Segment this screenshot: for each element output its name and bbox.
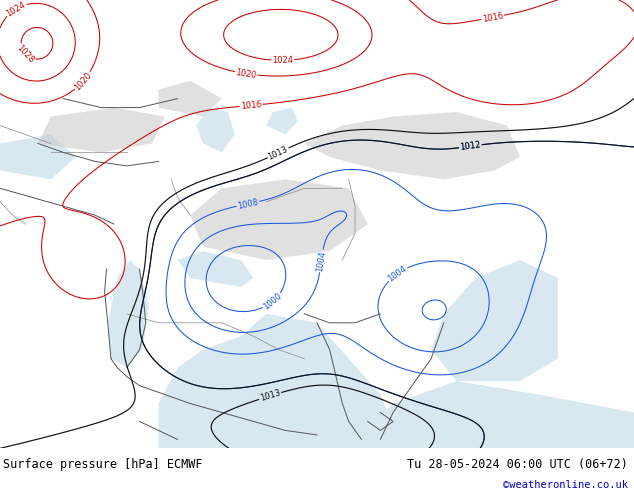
Text: Surface pressure [hPa] ECMWF: Surface pressure [hPa] ECMWF — [3, 458, 203, 471]
Text: 1008: 1008 — [236, 197, 259, 211]
Text: 1012: 1012 — [460, 141, 481, 152]
Text: 1013: 1013 — [259, 389, 281, 403]
Text: 1000: 1000 — [261, 291, 283, 312]
Text: 1012: 1012 — [460, 141, 481, 152]
Text: 1004: 1004 — [386, 264, 408, 284]
Text: 1016: 1016 — [481, 11, 504, 24]
Text: 1024: 1024 — [272, 56, 294, 65]
Text: ©weatheronline.co.uk: ©weatheronline.co.uk — [503, 480, 628, 490]
Text: 1020: 1020 — [73, 70, 93, 92]
Text: 1024: 1024 — [4, 0, 27, 18]
Text: 1016: 1016 — [240, 100, 262, 111]
Text: 1004: 1004 — [315, 250, 327, 272]
Text: 1020: 1020 — [235, 68, 257, 80]
Text: 1013: 1013 — [266, 145, 290, 161]
Text: Tu 28-05-2024 06:00 UTC (06+72): Tu 28-05-2024 06:00 UTC (06+72) — [407, 458, 628, 471]
Text: 1028: 1028 — [15, 43, 36, 65]
